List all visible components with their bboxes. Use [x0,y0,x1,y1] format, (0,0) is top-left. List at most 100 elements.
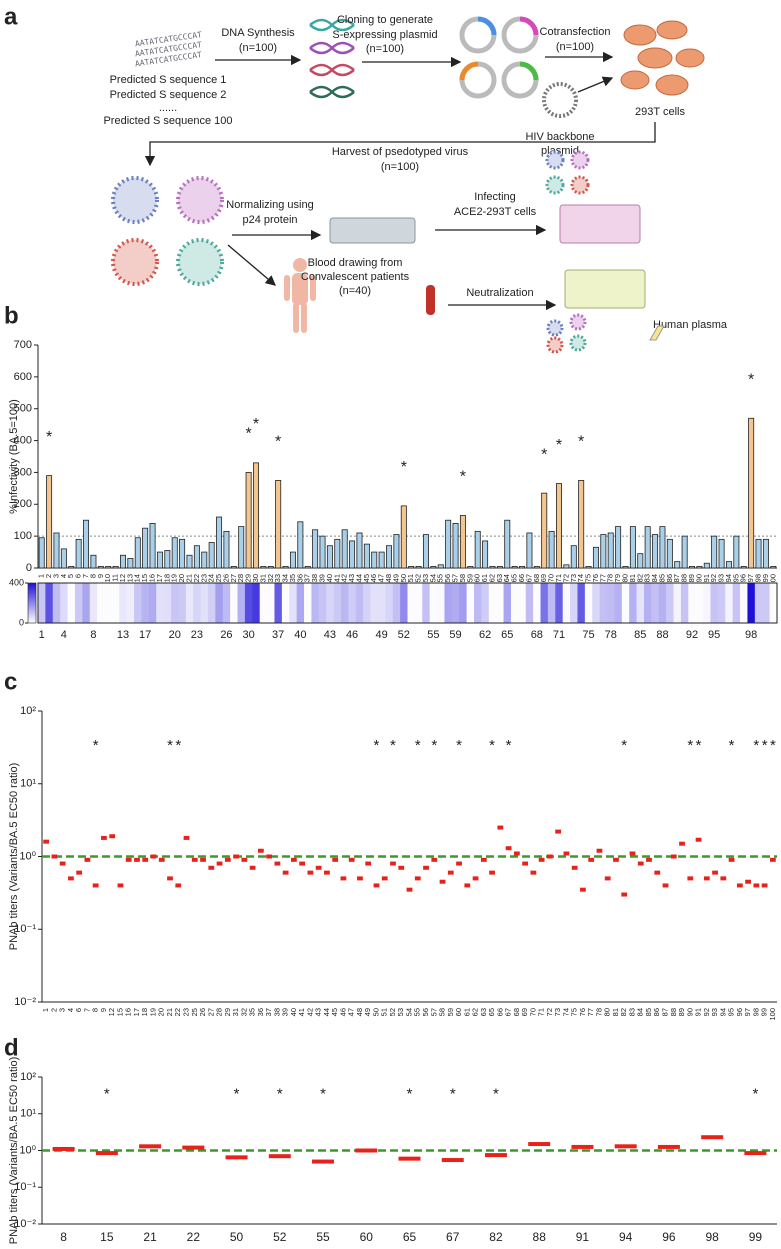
star: * [167,737,173,754]
star: * [456,737,462,754]
mean-marker [464,883,471,888]
x-tick-label: 88 [533,1230,547,1244]
x-tick-label: 40 [294,629,306,641]
x-tick-label: 3 [58,1008,67,1012]
x-tick-label: 23 [191,629,203,641]
x-tick-label: 31 [231,1008,240,1016]
x-tick-label: 73 [553,1008,562,1016]
x-tick-label: 49 [376,629,388,641]
mean-marker [150,854,157,859]
x-tick-label: 78 [594,1008,603,1016]
mean-marker [158,857,165,862]
x-tick-label: 56 [443,574,452,582]
mean-marker [588,857,595,862]
bar [156,551,163,569]
x-tick-label: 72 [545,1008,554,1016]
bar [622,566,629,569]
y-tick-label: 10¹ [20,778,36,790]
heatmap-cell [429,583,438,623]
x-tick-label: 28 [236,574,245,582]
y-axis-label: PNAb titers (Variants/BA.5 EC50 ratio) [8,1057,20,1244]
bar [312,529,319,569]
bar [363,543,370,569]
x-tick-label: 56 [421,1008,430,1016]
x-tick-label: 47 [347,1008,356,1016]
label: Infecting [474,191,516,203]
x-tick-label: 91 [702,574,711,582]
heatmap-cell [89,583,98,623]
x-tick-label: 57 [429,1008,438,1016]
star: * [390,737,396,754]
bar [260,566,267,569]
mean-marker [662,883,669,888]
bar [408,566,415,569]
mean-marker [52,1146,75,1151]
x-tick-label: 46 [338,1008,347,1016]
mean-marker [414,876,421,881]
bar [592,546,599,569]
label: Cotransfection [540,26,611,38]
x-tick-label: 25 [190,1008,199,1016]
heatmap-cell [503,583,512,623]
bar [474,530,481,569]
bar [578,479,585,569]
heatmap-cell [104,583,113,623]
x-tick-label: 43 [347,574,356,582]
x-tick-label: 93 [710,1008,719,1016]
x-tick-label: 37 [303,574,312,582]
x-tick-label: 88 [656,629,668,641]
bar [319,535,326,569]
label: (n=100) [556,41,594,53]
x-tick-label: 66 [517,574,526,582]
heatmap-cell [414,583,423,623]
x-tick-label: 45 [330,1008,339,1016]
bar [208,542,215,569]
heatmap-cell [326,583,334,623]
x-tick-label: 1 [37,574,46,578]
heatmap-cell [134,583,142,623]
x-tick-label: 69 [520,1008,529,1016]
label: DNA Synthesis [221,27,295,39]
x-tick-label: 81 [611,1008,620,1016]
bar [615,526,622,569]
heatmap-cell [207,583,216,623]
mean-marker [547,854,553,859]
y-tick-label: 100 [14,530,32,542]
heatmap-cell [385,583,394,623]
label: (n=100) [381,161,419,173]
heatmap-cell [747,583,756,623]
x-tick-label: 87 [672,574,681,582]
mean-marker [522,861,529,866]
mean-marker [431,857,438,862]
y-tick-label: 0 [26,562,32,574]
dna-icons [309,18,355,99]
x-tick-label: 13 [117,629,129,641]
x-tick-label: 57 [451,574,460,582]
bar [201,551,208,569]
y-tick-label: 10⁻¹ [14,923,36,935]
star: * [46,429,52,446]
star: * [506,737,512,754]
x-tick-label: 17 [139,629,151,641]
label: ...... [159,102,177,114]
bar [134,537,141,569]
x-tick-label: 4 [66,1008,75,1012]
x-tick-label: 94 [724,574,733,582]
mean-marker [109,834,116,839]
mean-marker [290,857,297,862]
heatmap-cell [370,583,379,623]
mean-marker [233,854,239,859]
bar [349,540,356,569]
bar [563,564,570,569]
bar [467,566,474,569]
panel-label: b [4,302,19,329]
mean-marker [365,861,372,866]
mean-marker [646,857,652,862]
x-tick-label: 9 [96,574,105,578]
x-tick-label: 45 [362,574,371,582]
x-tick-label: 79 [613,574,622,582]
star: * [753,737,759,754]
x-tick-label: 76 [578,1008,587,1016]
